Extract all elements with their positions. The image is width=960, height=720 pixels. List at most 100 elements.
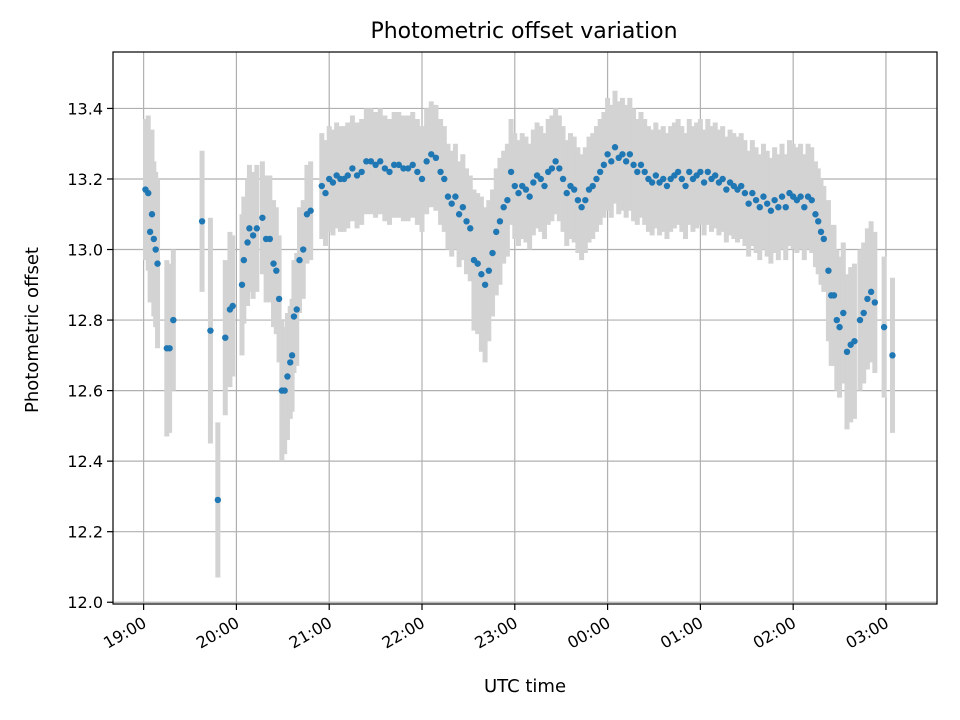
x-tick-label: 00:00 [564,613,613,653]
data-point [860,309,867,317]
data-point [808,196,815,204]
data-point [641,168,648,176]
data-point [504,196,511,204]
data-point [386,168,393,176]
data-point [507,168,515,176]
data-point [485,267,493,274]
x-tick-label: 23:00 [471,613,520,653]
data-point [214,496,222,504]
data-point [467,225,474,232]
data-point [441,175,448,183]
data-point [452,193,459,200]
y-tick-label: 12.8 [67,311,103,330]
data-point [749,189,756,197]
data-point [444,193,452,200]
y-tick-label: 12.2 [67,523,103,542]
data-point [372,161,379,169]
data-point [674,168,682,176]
data-point [377,158,384,165]
x-axis-label: UTC time [484,676,566,697]
data-point [448,200,455,207]
data-point [840,309,847,317]
data-point [244,239,251,246]
data-point [275,295,283,303]
plot-frame [112,51,938,605]
data-point [266,235,274,243]
data-point [552,158,559,165]
data-point [578,203,585,211]
data-point [152,246,159,253]
data-point [630,161,637,169]
data-point [367,158,375,165]
data-point [500,203,507,211]
data-point [414,168,421,176]
data-point [432,154,440,162]
data-point [207,327,214,334]
data-point [404,165,412,172]
data-point [478,271,485,278]
data-point [880,323,888,331]
y-tick-label: 13.4 [67,99,103,118]
x-tick-label: 22:00 [379,613,428,653]
data-point [682,182,689,190]
data-point [170,316,177,324]
data-point [697,168,704,176]
data-point [253,225,261,232]
y-axis-ticks: 12.0 12.2 12.4 12.6 12.8 13.0 13.2 13.4 [67,99,113,612]
data-point [145,189,152,197]
data-point [198,218,206,225]
data-point [463,218,470,225]
data-point [493,228,500,236]
data-point [611,144,619,151]
data-point [344,172,351,179]
data-point [723,186,730,193]
data-point [530,179,537,186]
data-points [142,144,896,504]
data-point [290,313,298,320]
data-point [871,299,879,306]
y-tick-label: 12.6 [67,382,103,401]
data-point [836,323,843,331]
data-point [166,345,173,352]
data-point [782,203,789,211]
data-point [515,189,522,197]
data-point [652,172,660,179]
data-point [353,172,361,179]
data-point [548,165,556,172]
data-point [833,316,840,324]
data-point [634,168,641,176]
data-point [596,168,604,176]
data-point [843,348,851,356]
data-point [146,228,154,236]
data-point [700,179,708,186]
data-point [428,151,435,158]
data-point [395,161,403,169]
data-point [222,334,229,341]
data-point [287,359,294,366]
data-point [522,186,530,193]
data-point [238,281,246,288]
data-point [820,235,827,243]
data-point [817,228,825,236]
data-point [322,189,329,197]
data-point [686,168,693,176]
data-point [648,179,656,186]
data-point [288,352,296,359]
data-point [474,260,481,267]
data-point [763,200,771,207]
data-point [752,196,760,204]
x-axis-ticks: 19:00 20:00 21:00 22:00 23:00 00:00 01:00 02:00… [100,604,892,653]
x-tick-label: 03:00 [843,613,892,653]
data-point [296,256,303,264]
data-point [329,179,337,186]
data-point [563,189,570,197]
data-point [812,211,819,218]
data-point [626,151,634,158]
y-tick-label: 12.0 [67,593,103,612]
data-point [300,246,307,253]
data-point [767,207,775,214]
data-point [318,182,325,190]
data-point [830,292,838,299]
x-tick-label: 21:00 [286,613,335,653]
data-point [619,151,626,158]
